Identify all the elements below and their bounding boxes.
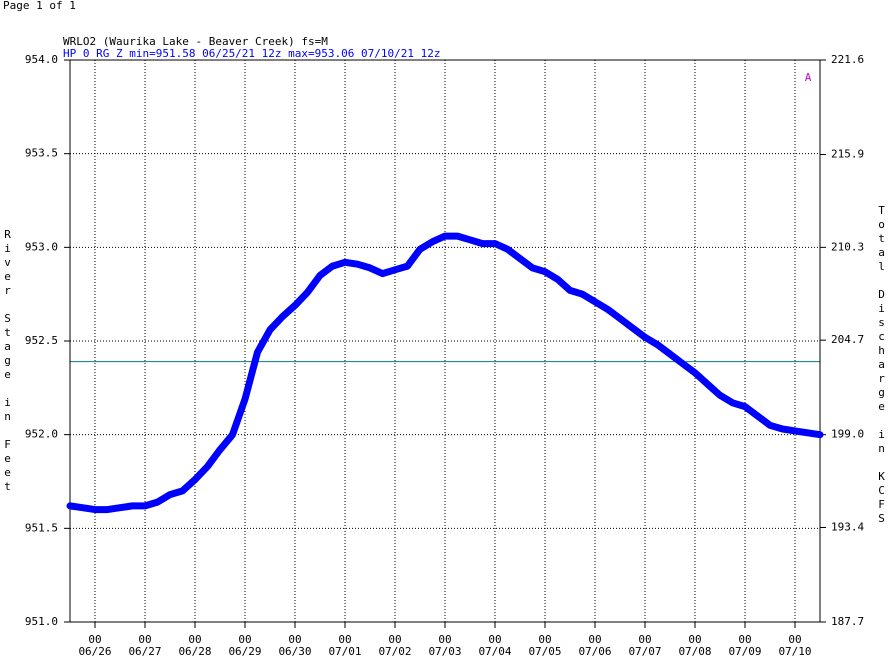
x-tick-hour: 00 bbox=[288, 633, 301, 646]
x-tick-hour: 00 bbox=[138, 633, 151, 646]
x-tick-label: 07/06 bbox=[578, 645, 611, 658]
stage-line bbox=[66, 232, 824, 514]
x-tick-label: 06/27 bbox=[128, 645, 161, 658]
y-tick-label: 951.5 bbox=[25, 521, 58, 534]
annotation: A bbox=[805, 71, 812, 84]
y-tick-label: 952.5 bbox=[25, 334, 58, 347]
y2-tick-label: 193.4 bbox=[831, 521, 864, 534]
x-tick-label: 07/04 bbox=[478, 645, 511, 658]
x-tick-hour: 00 bbox=[438, 633, 451, 646]
x-tick-hour: 00 bbox=[688, 633, 701, 646]
y-tick-label: 952.0 bbox=[25, 428, 58, 441]
x-tick-hour: 00 bbox=[338, 633, 351, 646]
y2-tick-label: 199.0 bbox=[831, 428, 864, 441]
x-tick-hour: 00 bbox=[788, 633, 801, 646]
x-tick-label: 06/29 bbox=[228, 645, 261, 658]
x-tick-label: 06/30 bbox=[278, 645, 311, 658]
y2-tick-label: 210.3 bbox=[831, 240, 864, 253]
x-tick-hour: 00 bbox=[488, 633, 501, 646]
x-tick-hour: 00 bbox=[188, 633, 201, 646]
y-axis-title: River Stage in Feet bbox=[1, 228, 14, 494]
x-tick-label: 07/02 bbox=[378, 645, 411, 658]
x-tick-label: 07/07 bbox=[628, 645, 661, 658]
y-tick-label: 951.0 bbox=[25, 615, 58, 628]
x-tick-label: 06/28 bbox=[178, 645, 211, 658]
chart-subtitle: HP 0 RG Z min=951.58 06/25/21 12z max=95… bbox=[63, 47, 441, 60]
x-tick-hour: 00 bbox=[588, 633, 601, 646]
x-tick-hour: 00 bbox=[738, 633, 751, 646]
x-tick-hour: 00 bbox=[538, 633, 551, 646]
y2-tick-label: 215.9 bbox=[831, 147, 864, 160]
x-tick-label: 07/08 bbox=[678, 645, 711, 658]
y2-tick-label: 187.7 bbox=[831, 615, 864, 628]
x-tick-hour: 00 bbox=[388, 633, 401, 646]
x-tick-label: 07/10 bbox=[778, 645, 811, 658]
y2-axis-title: Total Discharge in KCFS bbox=[875, 204, 888, 526]
page-label: Page 1 of 1 bbox=[3, 0, 76, 12]
x-tick-hour: 00 bbox=[88, 633, 101, 646]
x-tick-label: 07/01 bbox=[328, 645, 361, 658]
x-tick-label: 06/26 bbox=[78, 645, 111, 658]
x-tick-hour: 00 bbox=[638, 633, 651, 646]
x-tick-label: 07/09 bbox=[728, 645, 761, 658]
y-tick-label: 953.0 bbox=[25, 240, 58, 253]
y2-tick-label: 221.6 bbox=[831, 53, 864, 66]
chart-title: WRLO2 (Waurika Lake - Beaver Creek) fs=M bbox=[63, 35, 328, 48]
y-tick-label: 954.0 bbox=[25, 53, 58, 66]
plot-frame bbox=[69, 59, 821, 623]
y2-tick-label: 204.7 bbox=[831, 333, 864, 346]
x-tick-label: 07/03 bbox=[428, 645, 461, 658]
x-tick-label: 07/05 bbox=[528, 645, 561, 658]
x-tick-hour: 00 bbox=[238, 633, 251, 646]
y-tick-label: 953.5 bbox=[25, 147, 58, 160]
